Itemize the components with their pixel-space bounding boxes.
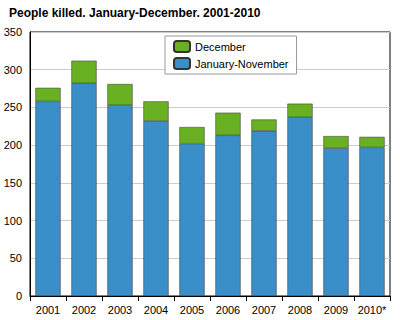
svg-text:2006: 2006	[216, 304, 240, 316]
svg-text:2008: 2008	[288, 304, 312, 316]
svg-text:People killed. January-Decembe: People killed. January-December. 2001-20…	[9, 6, 261, 20]
svg-text:2001: 2001	[36, 304, 60, 316]
svg-text:300: 300	[4, 64, 22, 76]
svg-text:50: 50	[10, 252, 22, 264]
svg-text:2004: 2004	[144, 304, 168, 316]
svg-text:2007: 2007	[252, 304, 276, 316]
svg-text:December: December	[195, 41, 246, 53]
svg-text:2002: 2002	[72, 304, 96, 316]
svg-text:2010*: 2010*	[358, 304, 387, 316]
svg-text:2009: 2009	[324, 304, 348, 316]
svg-text:January-November: January-November	[195, 58, 289, 70]
svg-text:0: 0	[16, 290, 22, 302]
svg-text:100: 100	[4, 215, 22, 227]
svg-text:250: 250	[4, 101, 22, 113]
svg-text:200: 200	[4, 139, 22, 151]
svg-text:2003: 2003	[108, 304, 132, 316]
svg-text:150: 150	[4, 177, 22, 189]
svg-text:350: 350	[4, 26, 22, 38]
svg-text:2005: 2005	[180, 304, 204, 316]
